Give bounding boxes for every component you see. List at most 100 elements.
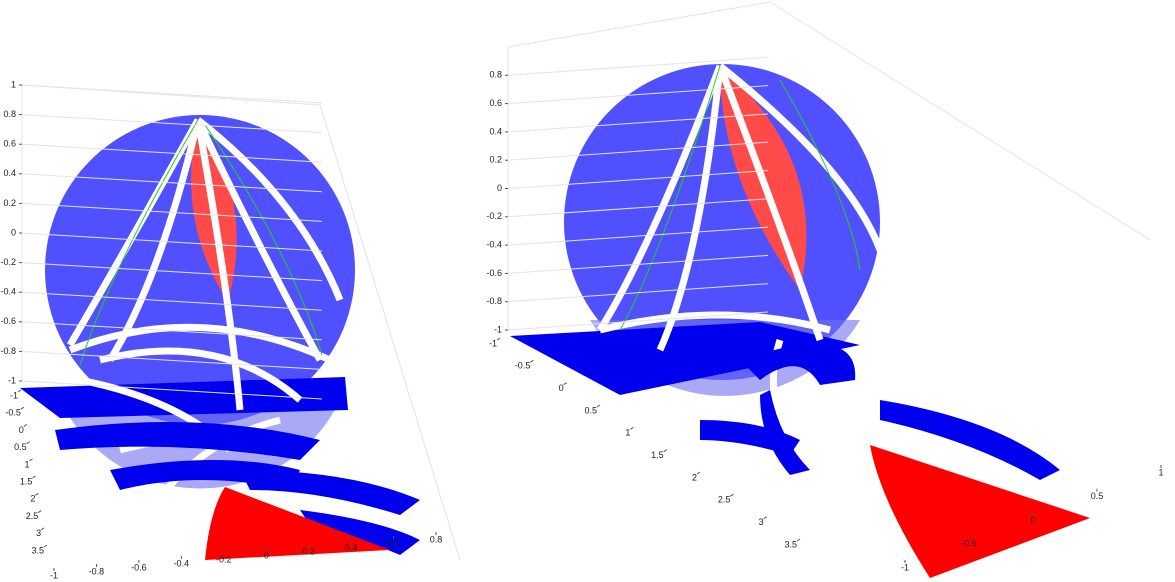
y-tick-label: 0 xyxy=(1030,515,1035,525)
y-tick-label: 1 xyxy=(1158,467,1163,477)
tick-mark xyxy=(40,527,45,531)
tick-mark xyxy=(32,475,36,479)
z-tick-label: 0.6 xyxy=(489,98,502,108)
grid-line xyxy=(507,254,769,274)
x-tick-label: 1 xyxy=(25,459,30,469)
grid-line xyxy=(507,170,769,189)
y-tick-label: -0.8 xyxy=(89,566,105,576)
z-tick-label: 0.2 xyxy=(489,155,502,165)
z-tick-label: 0 xyxy=(497,183,502,193)
grid-line xyxy=(507,311,769,331)
z-tick-label: 0.8 xyxy=(489,70,502,80)
grid-line xyxy=(507,56,769,76)
grid-line xyxy=(507,85,769,105)
tick-mark xyxy=(563,382,567,386)
x-tick-label: 1.5 xyxy=(20,476,33,486)
z-tick-label: 0.8 xyxy=(3,109,16,119)
tick-mark xyxy=(630,426,634,430)
left-plot-surface xyxy=(20,84,461,561)
grid-line xyxy=(21,232,323,252)
grid-line xyxy=(21,321,323,341)
right-plot-surface xyxy=(507,1,1151,578)
grid-line xyxy=(21,173,323,193)
grid-line xyxy=(507,141,769,161)
x-tick-label: 2 xyxy=(30,494,35,504)
x-tick-label: 2 xyxy=(692,472,697,482)
x-tick-label: 3 xyxy=(759,517,764,527)
tick-mark xyxy=(29,458,33,462)
z-tick-label: -0.8 xyxy=(486,296,502,306)
x-tick-label: -1 xyxy=(489,338,497,348)
x-tick-label: 0 xyxy=(559,383,564,393)
z-tick-label: 0.6 xyxy=(3,139,16,149)
z-tick-label: -0.4 xyxy=(486,239,502,249)
z-tick-label: -0.2 xyxy=(0,257,16,267)
x-tick-label: 1 xyxy=(625,428,630,438)
z-tick-label: 0.2 xyxy=(3,198,16,208)
z-tick-label: -1 xyxy=(494,324,502,334)
z-tick-label: -0.6 xyxy=(0,316,16,326)
tick-mark xyxy=(696,471,701,475)
grid-line xyxy=(507,226,769,246)
y-tick-label: -1 xyxy=(901,562,909,572)
tick-mark xyxy=(496,337,501,341)
z-tick-label: 0 xyxy=(11,227,16,237)
grid-line xyxy=(21,114,323,134)
tick-mark xyxy=(37,510,42,513)
tick-mark xyxy=(20,406,25,410)
y-tick-label: 0.2 xyxy=(302,546,315,556)
y-tick-label: -0.4 xyxy=(174,558,190,568)
grid-line xyxy=(21,262,323,282)
y-tick-label: 0.6 xyxy=(387,538,400,548)
x-tick-label: 2.5 xyxy=(718,495,731,505)
x-tick-label: -0.5 xyxy=(5,408,21,418)
x-tick-label: 0 xyxy=(19,425,24,435)
grid-line xyxy=(21,143,323,163)
tick-mark xyxy=(763,516,767,520)
grid-line xyxy=(507,113,769,133)
y-tick-label: 0.5 xyxy=(1091,491,1104,501)
z-tick-label: -0.4 xyxy=(0,287,16,297)
grid-line xyxy=(507,283,769,303)
tick-mark xyxy=(26,441,30,445)
y-tick-label: 0.4 xyxy=(345,542,358,552)
tick-mark xyxy=(596,404,601,408)
z-tick-label: -0.2 xyxy=(486,211,502,221)
tick-mark xyxy=(17,389,22,393)
grid-line xyxy=(21,380,323,400)
grid-line xyxy=(21,202,323,222)
grid-line xyxy=(21,350,323,370)
tick-mark xyxy=(530,359,534,363)
x-tick-label: 0.5 xyxy=(584,405,597,415)
grid-line xyxy=(21,84,323,104)
z-tick-label: -0.8 xyxy=(0,346,16,356)
x-tick-label: 3.5 xyxy=(31,545,44,555)
z-tick-label: 0.4 xyxy=(489,126,502,136)
y-tick-label: -0.5 xyxy=(961,539,977,549)
x-tick-label: 3.5 xyxy=(784,539,797,549)
x-tick-label: -0.5 xyxy=(515,361,531,371)
x-tick-label: 3 xyxy=(36,528,41,538)
y-tick-label: 0.8 xyxy=(430,534,443,544)
tick-mark xyxy=(796,538,801,542)
z-tick-label: 0.4 xyxy=(3,168,16,178)
tick-mark xyxy=(23,424,28,427)
x-tick-label: 0.5 xyxy=(14,442,27,452)
x-tick-label: -1 xyxy=(10,390,18,400)
z-tick-label: -1 xyxy=(8,375,16,385)
z-tick-label: -0.6 xyxy=(486,268,502,278)
tick-mark xyxy=(663,449,667,453)
grid-line xyxy=(21,291,323,311)
y-tick-label: -1 xyxy=(50,570,58,580)
x-tick-label: 1.5 xyxy=(651,450,664,460)
z-tick-label: 1 xyxy=(11,79,16,89)
tick-mark xyxy=(35,492,39,496)
tick-mark xyxy=(730,493,734,497)
x-tick-label: 2.5 xyxy=(26,511,39,521)
tick-mark xyxy=(43,544,48,548)
y-tick-label: -0.6 xyxy=(131,562,147,572)
grid-line xyxy=(507,198,769,218)
y-tick-label: -0.2 xyxy=(216,554,232,564)
y-tick-label: 0 xyxy=(264,550,269,560)
